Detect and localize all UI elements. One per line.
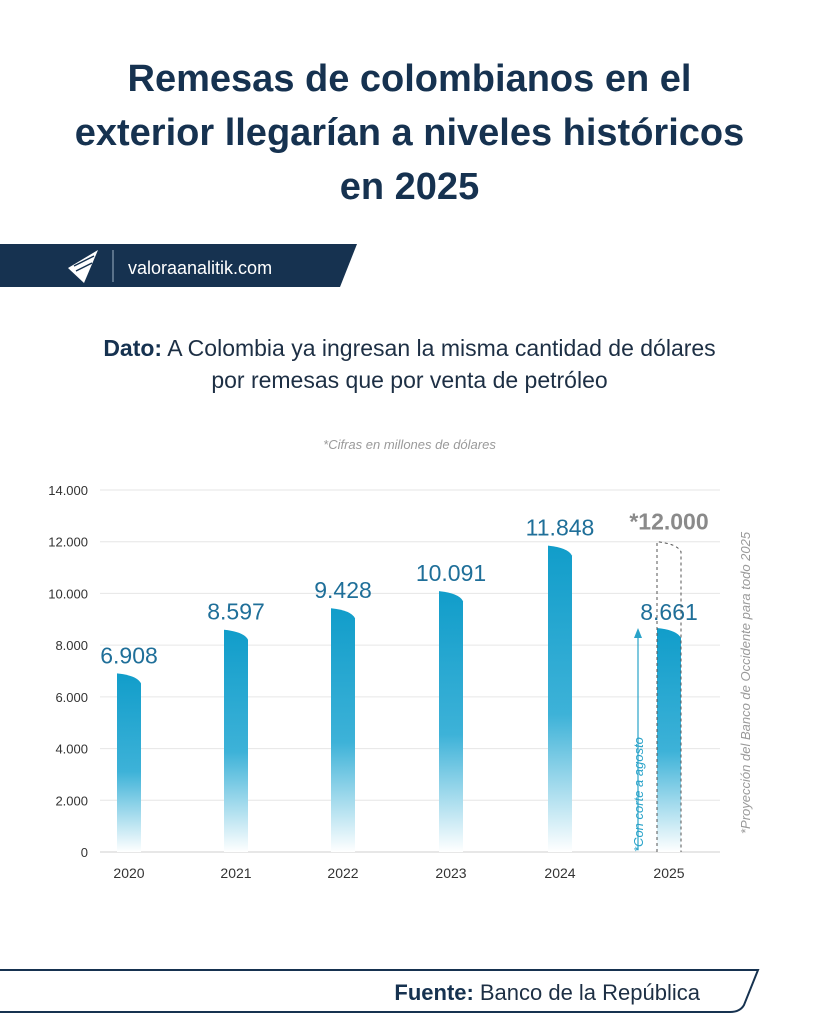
subtitle-line: A Colombia ya ingresan la misma cantidad… <box>167 335 716 361</box>
units-note: *Cifras en millones de dólares <box>323 437 496 452</box>
bar-2023 <box>439 591 463 852</box>
brand-site-link[interactable]: valoraanalitik.com <box>128 258 272 278</box>
projection-note: *Proyección del Banco de Occidente para … <box>738 531 753 834</box>
title-line: Remesas de colombianos en el <box>127 58 692 100</box>
cutoff-note: *Con corte a agosto <box>631 737 646 852</box>
data-label: 9.428 <box>314 577 372 603</box>
x-tick-label: 2024 <box>544 865 575 881</box>
page-title: Remesas de colombianos en el exterior ll… <box>0 52 819 214</box>
x-tick-label: 2022 <box>327 865 358 881</box>
bar-2020 <box>117 673 141 852</box>
projection-outline <box>656 541 682 852</box>
y-tick-label: 2.000 <box>55 793 88 808</box>
data-label: 11.848 <box>526 515 595 541</box>
data-label: 6.908 <box>100 642 158 668</box>
bar-2022 <box>331 608 355 852</box>
source-note: Fuente: Banco de la República <box>394 980 700 1005</box>
title-line: en 2025 <box>339 166 480 208</box>
bar-2024 <box>548 545 572 852</box>
x-tick-label: 2020 <box>113 865 144 881</box>
brand-banner <box>0 244 357 287</box>
subtitle: Dato: A Colombia ya ingresan la misma ca… <box>0 332 819 396</box>
valora-logo-icon <box>68 250 98 283</box>
y-tick-label: 8.000 <box>55 638 88 653</box>
chart: 0 2.000 4.000 6.000 8.000 10.000 12.000 14.000 6… <box>48 483 753 881</box>
subtitle-line: por remesas que por venta de petróleo <box>211 367 608 393</box>
data-label: 8.661 <box>640 599 698 625</box>
bar-2025 <box>657 628 681 852</box>
title-line: exterior llegarían a niveles históricos <box>74 112 745 154</box>
y-tick-label: 14.000 <box>48 483 88 498</box>
data-label: 8.597 <box>207 599 265 625</box>
source-lead: Fuente: <box>394 980 473 1005</box>
x-tick-label: 2023 <box>435 865 466 881</box>
y-tick-label: 0 <box>81 845 88 860</box>
y-tick-label: 10.000 <box>48 586 88 601</box>
subtitle-lead: Dato: <box>103 335 163 361</box>
y-tick-label: 6.000 <box>55 690 88 705</box>
y-tick-label: 12.000 <box>48 535 88 550</box>
bar-2021 <box>224 629 248 852</box>
source-text: Banco de la República <box>480 980 701 1005</box>
y-tick-label: 4.000 <box>55 742 88 757</box>
arrow-head-icon <box>634 628 642 638</box>
x-tick-label: 2021 <box>220 865 251 881</box>
data-label: 10.091 <box>416 560 486 586</box>
footer-frame <box>0 969 760 1013</box>
projection-label: *12.000 <box>629 509 708 535</box>
x-tick-label: 2025 <box>653 865 684 881</box>
